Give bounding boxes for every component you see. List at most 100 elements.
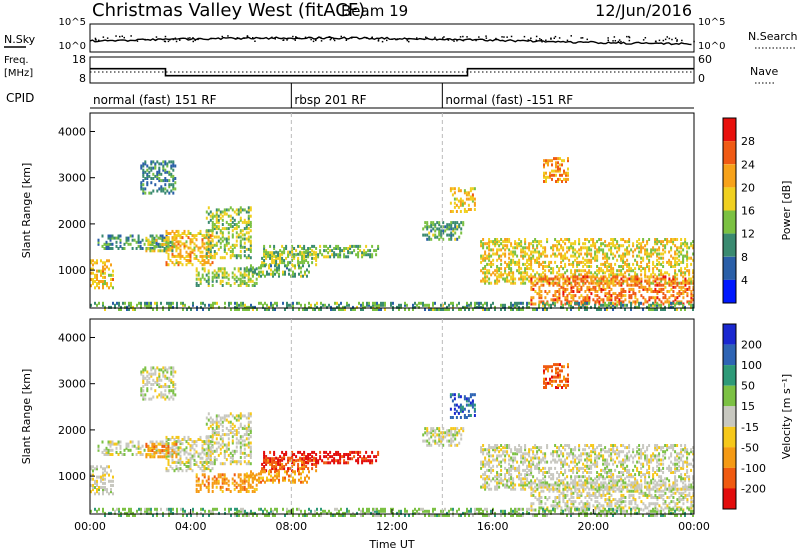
power-cell [532,283,535,287]
velocity-cell [164,374,167,378]
power-cell [140,303,142,307]
velocity-cell [512,456,515,460]
power-cell [547,175,549,179]
velocity-cell [271,462,274,466]
power-cell [572,260,575,264]
power-cell [490,305,492,309]
power-cell [277,252,280,256]
power-cell [201,234,204,238]
power-cell [282,301,284,305]
velocity-cell [247,490,250,493]
power-cell [457,189,460,193]
power-cell [542,260,545,264]
velocity-cell [148,397,151,401]
velocity-cell [203,467,206,471]
power-cell [172,168,175,172]
velocity-cell [291,450,294,454]
power-cell [486,271,489,275]
power-cell [578,260,581,264]
power-cell [552,271,555,275]
power-cell [372,308,374,311]
velocity-cell [162,374,165,378]
velocity-cell [181,442,184,446]
power-cell [486,301,488,305]
velocity-cell [223,451,226,455]
velocity-cell [177,448,180,452]
velocity-cell [177,446,180,450]
velocity-cell [207,450,210,454]
velocity-cell [171,460,174,464]
power-cell [520,271,523,275]
velocity-cell [317,461,320,465]
power-cell [498,275,501,279]
velocity-cell [249,456,252,459]
power-cell [674,273,677,277]
velocity-cell [229,431,232,435]
power-cell [142,191,145,195]
power-cell [317,253,320,257]
power-cell [550,267,553,271]
power-cell [544,273,547,277]
power-cell [532,275,535,279]
velocity-cell [458,431,461,435]
power-cell [333,247,336,250]
power-cell [241,233,244,237]
power-cell [179,248,182,252]
power-cell [576,256,579,260]
power-cell [676,246,679,250]
power-cell [458,223,461,227]
power-cell [548,260,551,264]
power-cell [570,305,572,309]
power-cell [580,260,583,264]
power-cell [672,279,675,283]
power-cell [594,258,597,262]
power-cell [610,273,613,277]
velocity-cell [209,462,212,466]
power-cell [630,296,633,300]
power-cell [678,262,681,266]
power-cell [177,246,180,250]
power-cell [227,208,230,212]
power-cell [302,308,304,311]
power-cell [237,235,240,239]
velocity-cell [221,473,224,477]
velocity-cell [127,448,130,452]
velocity-cell [211,477,214,481]
power-cell [690,296,693,300]
power-cell [676,262,679,266]
power-cell [374,303,376,307]
power-cell [516,303,518,307]
velocity-cell [231,460,234,464]
velocity-cell [125,446,128,450]
power-cell [518,305,520,309]
power-cell [572,305,574,309]
power-cell [233,227,236,231]
power-cell [630,305,632,309]
power-cell [104,308,106,311]
power-cell [692,258,695,262]
power-cell [652,271,655,275]
power-cell [168,179,171,183]
velocity-cell [235,418,238,422]
power-cell [203,259,206,262]
velocity-cell [333,453,336,456]
power-cell [319,249,322,253]
power-cell [480,305,482,309]
power-cell [98,301,100,305]
velocity-cell [287,460,290,464]
power-cell [492,240,495,244]
power-cell [303,247,306,250]
power-cell [260,266,262,270]
velocity-cell [211,429,214,432]
power-cell [686,300,689,304]
velocity-cell [213,458,216,462]
power-cell [213,256,216,260]
power-cell [353,244,356,248]
power-cell [313,256,316,260]
velocity-cell [500,464,503,468]
power-cell [566,275,569,279]
velocity-cell [365,450,368,454]
power-cell [215,216,218,220]
power-cell [209,243,212,247]
velocity-cell [207,439,210,443]
